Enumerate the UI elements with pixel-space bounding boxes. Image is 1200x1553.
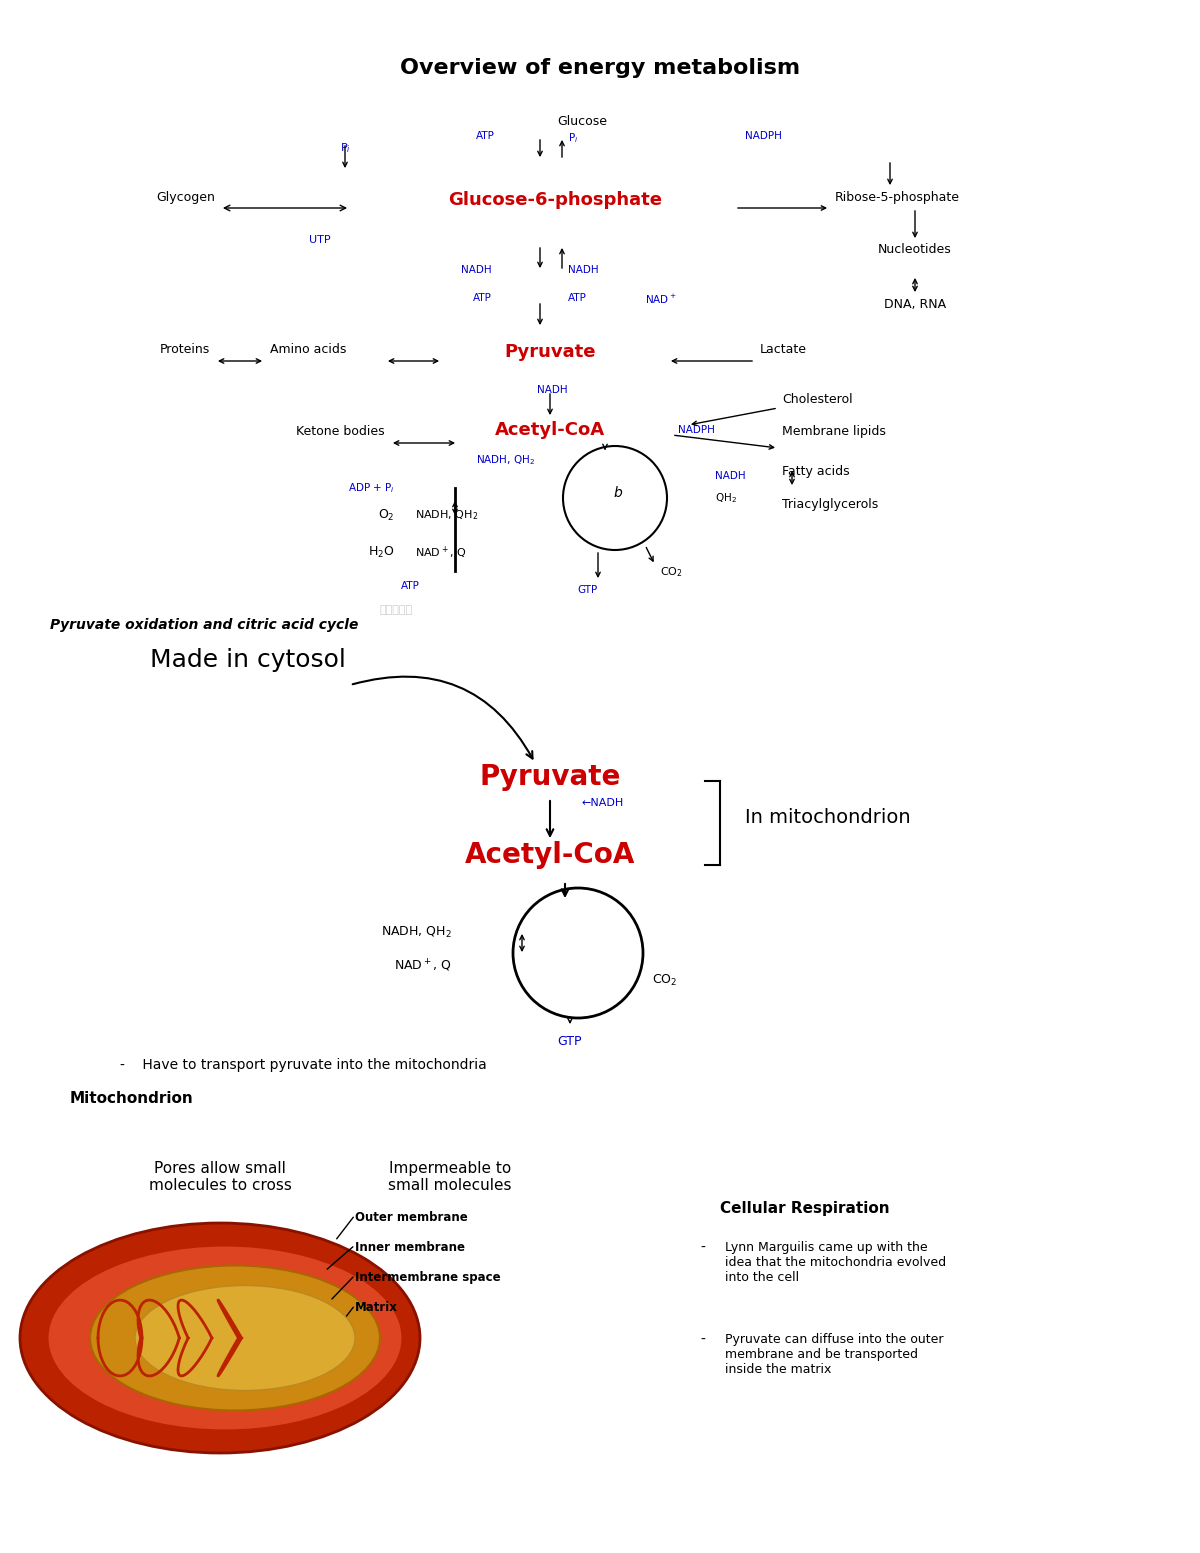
Ellipse shape (90, 1266, 380, 1410)
Text: Mitochondrion: Mitochondrion (70, 1092, 193, 1106)
Text: Pyruvate can diffuse into the outer
membrane and be transported
inside the matri: Pyruvate can diffuse into the outer memb… (725, 1332, 943, 1376)
Text: CO$_2$: CO$_2$ (660, 565, 683, 579)
Text: ADP + P$_i$: ADP + P$_i$ (348, 481, 395, 495)
Text: Nucleotides: Nucleotides (878, 242, 952, 256)
Text: Glucose: Glucose (557, 115, 607, 127)
Text: ATP: ATP (473, 294, 492, 303)
Text: Glycogen: Glycogen (156, 191, 215, 203)
Text: Intermembrane space: Intermembrane space (355, 1270, 500, 1284)
Text: ATP: ATP (568, 294, 587, 303)
Text: NAD$^+$: NAD$^+$ (646, 294, 677, 306)
Text: NADH, QH$_2$: NADH, QH$_2$ (476, 453, 535, 467)
Text: ⓐⓑⓒⓓⓔ: ⓐⓑⓒⓓⓔ (380, 606, 413, 615)
Text: P$_i$: P$_i$ (340, 141, 350, 155)
Text: Lynn Marguilis came up with the
idea that the mitochondria evolved
into the cell: Lynn Marguilis came up with the idea tha… (725, 1241, 946, 1284)
Text: Pores allow small
molecules to cross: Pores allow small molecules to cross (149, 1162, 292, 1193)
Text: Inner membrane: Inner membrane (355, 1241, 466, 1253)
Ellipse shape (48, 1246, 402, 1430)
Text: NAD$^+$, Q: NAD$^+$, Q (415, 545, 467, 561)
Text: -    Have to transport pyruvate into the mitochondria: - Have to transport pyruvate into the mi… (120, 1058, 487, 1072)
Text: Matrix: Matrix (355, 1301, 398, 1314)
Text: NADH: NADH (461, 266, 492, 275)
Ellipse shape (20, 1224, 420, 1454)
Text: QH$_2$: QH$_2$ (715, 491, 737, 505)
Text: Cellular Respiration: Cellular Respiration (720, 1200, 889, 1216)
Text: Pyruvate: Pyruvate (504, 343, 595, 360)
Text: Impermeable to
small molecules: Impermeable to small molecules (389, 1162, 511, 1193)
Text: Outer membrane: Outer membrane (355, 1211, 468, 1224)
Text: GTP: GTP (578, 585, 598, 595)
Text: -: - (700, 1241, 704, 1255)
Text: Amino acids: Amino acids (270, 343, 347, 356)
Text: Triacylglycerols: Triacylglycerols (782, 499, 878, 511)
Text: P$_i$: P$_i$ (568, 130, 578, 144)
Text: Cholesterol: Cholesterol (782, 393, 853, 405)
Text: NADH: NADH (568, 266, 599, 275)
Text: NADH, QH$_2$: NADH, QH$_2$ (382, 926, 452, 940)
Text: NADPH: NADPH (678, 426, 715, 435)
Text: ATP: ATP (476, 130, 496, 141)
Text: NADH: NADH (536, 385, 568, 394)
Text: Membrane lipids: Membrane lipids (782, 426, 886, 438)
Text: ATP: ATP (401, 581, 420, 592)
Text: Pyruvate oxidation and citric acid cycle: Pyruvate oxidation and citric acid cycle (50, 618, 359, 632)
Text: Ketone bodies: Ketone bodies (296, 426, 385, 438)
Text: Fatty acids: Fatty acids (782, 464, 850, 478)
Text: Glucose-6-phosphate: Glucose-6-phosphate (448, 191, 662, 210)
Text: GTP: GTP (558, 1034, 582, 1048)
Text: Acetyl-CoA: Acetyl-CoA (464, 842, 635, 870)
Text: Made in cytosol: Made in cytosol (150, 648, 346, 672)
Text: NADH, QH$_2$: NADH, QH$_2$ (415, 508, 479, 522)
Text: Pyruvate: Pyruvate (479, 763, 620, 790)
Text: NADH: NADH (715, 471, 745, 481)
Text: UTP: UTP (310, 235, 331, 245)
Text: Acetyl-CoA: Acetyl-CoA (494, 421, 605, 439)
Text: Overview of energy metabolism: Overview of energy metabolism (400, 57, 800, 78)
Text: O$_2$: O$_2$ (378, 508, 395, 523)
Text: Ribose-5-phosphate: Ribose-5-phosphate (835, 191, 960, 203)
Text: DNA, RNA: DNA, RNA (884, 298, 946, 311)
Text: $\mathit{b}$: $\mathit{b}$ (613, 486, 623, 500)
Text: ←NADH: ←NADH (582, 798, 624, 808)
Text: Proteins: Proteins (160, 343, 210, 356)
Text: Lactate: Lactate (760, 343, 808, 356)
Text: H$_2$O: H$_2$O (368, 545, 395, 561)
Text: NADPH: NADPH (745, 130, 782, 141)
Text: -: - (700, 1332, 704, 1346)
Text: In mitochondrion: In mitochondrion (745, 809, 911, 828)
Text: NAD$^+$, Q: NAD$^+$, Q (394, 958, 452, 974)
Ellipse shape (134, 1286, 355, 1390)
Text: CO$_2$: CO$_2$ (652, 974, 677, 988)
